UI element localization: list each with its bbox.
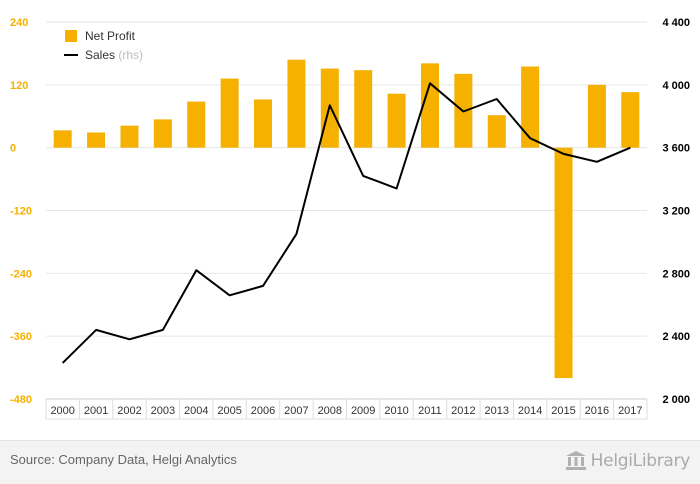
source-note: Source: Company Data, Helgi Analytics <box>10 452 237 467</box>
legend-label-sales: Sales (rhs) <box>85 48 143 62</box>
x-axis-tick-label: 2006 <box>251 405 275 417</box>
x-axis-tick-label: 2017 <box>618 405 642 417</box>
x-axis-tick-label: 2009 <box>351 405 375 417</box>
bar-2005 <box>220 78 239 148</box>
bar-2007 <box>287 59 306 148</box>
bar-2016 <box>587 84 606 148</box>
left-axis-tick-label: 120 <box>10 80 28 92</box>
right-axis-tick-label: 3 200 <box>662 206 690 218</box>
right-axis-tick-label: 4 400 <box>662 17 690 29</box>
bar-2006 <box>254 99 273 148</box>
bar-2010 <box>387 93 406 148</box>
chart: 240 120 0 -120 -240 -360 -480 4 400 4 000 3 600 3 … <box>10 17 690 420</box>
x-axis-tick-label: 2007 <box>284 405 308 417</box>
right-axis-tick-label: 2 800 <box>662 268 690 280</box>
x-axis-tick-label: 2016 <box>585 405 609 417</box>
bar-2002 <box>120 125 139 148</box>
x-axis-tick-label: 2002 <box>117 405 141 417</box>
legend-label-net-profit: Net Profit <box>85 29 136 43</box>
right-axis-tick-label: 2 000 <box>662 394 690 406</box>
x-axis-tick-label: 2015 <box>551 405 575 417</box>
x-axis-tick-label: 2014 <box>518 405 542 417</box>
bar-2011 <box>420 63 439 148</box>
bar-2017 <box>621 92 640 148</box>
x-axis-tick-label: 2000 <box>50 405 74 417</box>
bar-2003 <box>153 119 172 148</box>
left-axis-tick-label: -480 <box>10 394 32 406</box>
x-axis-tick-label: 2011 <box>418 405 442 417</box>
left-axis-tick-label: -360 <box>10 331 32 343</box>
library-icon <box>565 451 586 470</box>
x-axis-tick-label: 2001 <box>84 405 108 417</box>
left-axis-tick-label: 240 <box>10 17 28 29</box>
bar-2015 <box>554 147 573 379</box>
sales-line <box>61 82 631 364</box>
bar-2009 <box>354 70 373 148</box>
right-axis-tick-label: 2 400 <box>662 331 690 343</box>
bar-2000 <box>53 130 72 148</box>
left-axis-tick-label: 0 <box>10 143 16 155</box>
bar-2004 <box>187 101 206 148</box>
left-axis-tick-label: -240 <box>10 268 32 280</box>
x-axis-tick-label: 2008 <box>318 405 342 417</box>
legend-swatch-net-profit <box>65 30 77 42</box>
left-axis-tick-label: -120 <box>10 206 32 218</box>
brand-name: HelgiLibrary <box>590 451 691 471</box>
bar-2001 <box>87 132 106 148</box>
bar-2014 <box>521 66 540 148</box>
right-axis-tick-label: 4 000 <box>662 80 690 92</box>
x-axis-tick-label: 2003 <box>151 405 175 417</box>
x-axis-tick-label: 2005 <box>217 405 241 417</box>
bar-2013 <box>487 115 506 148</box>
brand-logo: HelgiLibrary <box>565 449 690 473</box>
footer: Source: Company Data, Helgi Analytics He… <box>0 440 700 484</box>
x-axis-tick-label: 2012 <box>451 405 475 417</box>
right-axis-tick-label: 3 600 <box>662 143 690 155</box>
legend-sales-name: Sales <box>85 48 118 62</box>
legend-sales-suffix: (rhs) <box>118 48 143 62</box>
x-axis-tick-label: 2013 <box>485 405 509 417</box>
x-axis-tick-label: 2004 <box>184 405 208 417</box>
x-axis-tick-label: 2010 <box>384 405 408 417</box>
